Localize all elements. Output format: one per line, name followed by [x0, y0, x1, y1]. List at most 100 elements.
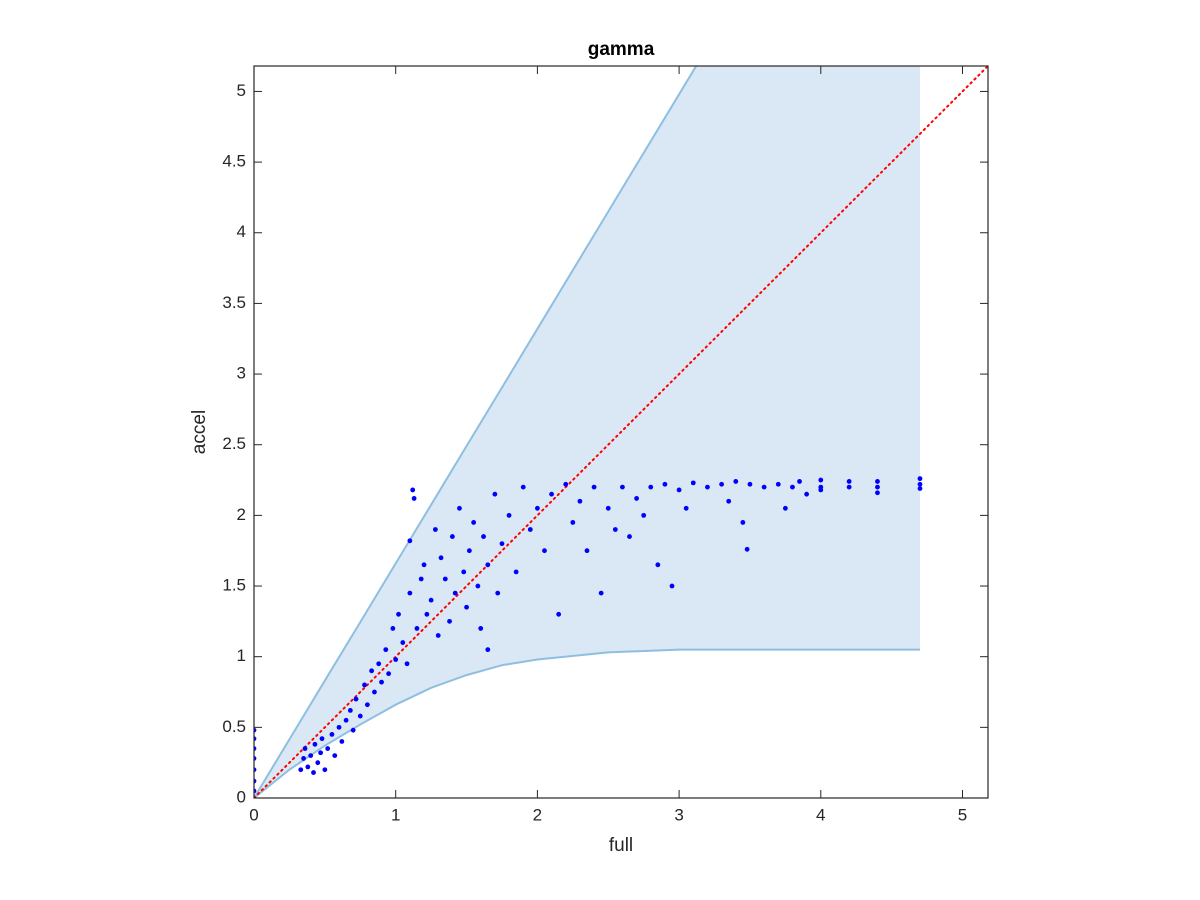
point	[407, 538, 413, 544]
point	[577, 498, 583, 504]
x-tick-label: 2	[533, 805, 542, 824]
point	[705, 484, 710, 490]
point	[461, 569, 467, 575]
point	[305, 764, 311, 770]
point	[407, 590, 413, 596]
point	[390, 626, 396, 631]
x-tick-label: 0	[249, 805, 258, 824]
point	[447, 618, 452, 624]
point	[404, 661, 410, 667]
point	[563, 481, 569, 487]
point	[438, 555, 444, 561]
y-tick-label: 1.5	[222, 576, 246, 595]
y-tick-label: 2.5	[222, 434, 246, 453]
point	[457, 505, 462, 511]
reference-line	[254, 66, 988, 798]
point	[466, 548, 472, 554]
point	[655, 562, 661, 568]
point	[319, 736, 325, 742]
point	[410, 487, 416, 493]
point	[726, 498, 732, 504]
point	[591, 484, 597, 490]
y-tick-label: 2	[237, 505, 246, 524]
point	[471, 520, 477, 525]
y-tick-label: 3	[237, 364, 246, 383]
point	[747, 481, 753, 487]
point	[383, 647, 389, 653]
x-tick-label: 5	[958, 805, 967, 824]
point	[846, 484, 852, 490]
point	[418, 576, 424, 582]
chart-title: gamma	[588, 39, 655, 60]
point	[400, 640, 406, 645]
point	[336, 724, 342, 730]
point	[782, 505, 788, 511]
point	[797, 479, 802, 484]
point	[556, 611, 562, 617]
point	[312, 741, 318, 747]
point	[308, 753, 314, 759]
point	[506, 512, 512, 518]
point	[364, 702, 370, 708]
point	[318, 750, 323, 756]
point	[315, 760, 321, 766]
point	[733, 479, 739, 484]
point	[414, 626, 420, 631]
point	[464, 604, 469, 610]
point	[329, 732, 335, 737]
point	[362, 682, 367, 688]
point	[301, 756, 306, 761]
point	[424, 611, 430, 617]
point	[641, 512, 647, 518]
point	[325, 746, 331, 751]
point	[485, 647, 491, 653]
point	[499, 541, 505, 547]
point	[311, 770, 316, 775]
point	[570, 520, 576, 525]
point	[369, 668, 375, 674]
point	[549, 491, 554, 497]
point	[478, 626, 484, 631]
point	[452, 590, 458, 596]
point	[376, 661, 382, 667]
point	[527, 527, 533, 532]
point	[481, 534, 486, 539]
point	[761, 484, 767, 490]
point	[449, 534, 455, 539]
point	[744, 546, 750, 552]
point	[620, 484, 625, 490]
point	[875, 490, 880, 496]
point	[683, 505, 689, 511]
point	[475, 583, 481, 589]
point	[343, 717, 349, 723]
point	[662, 481, 668, 487]
point	[396, 611, 401, 617]
point	[690, 480, 696, 486]
point	[598, 590, 604, 596]
point	[332, 753, 338, 759]
y-tick-label: 0	[237, 787, 246, 806]
x-axis-label: full	[609, 835, 633, 856]
x-tick-label: 4	[816, 805, 825, 824]
point	[804, 491, 810, 497]
band-upper-edge	[254, 66, 698, 798]
y-tick-label: 3.5	[222, 293, 246, 312]
y-tick-label: 1	[237, 646, 246, 665]
point	[485, 562, 491, 568]
y-tick-label: 0.5	[222, 717, 246, 736]
point	[513, 569, 519, 575]
point	[350, 727, 356, 733]
point	[428, 597, 434, 603]
point	[542, 548, 547, 554]
point	[917, 486, 923, 491]
point	[846, 479, 852, 484]
axes: 0 1 2 3 4 5 0 0.5 1 1.5 2 2.5 3 3.5 4 4.5 5	[222, 65, 989, 824]
point	[875, 479, 880, 484]
point	[421, 562, 427, 568]
point	[379, 679, 384, 685]
band-lower-edge	[254, 648, 920, 798]
point	[386, 671, 392, 677]
point	[492, 491, 498, 497]
